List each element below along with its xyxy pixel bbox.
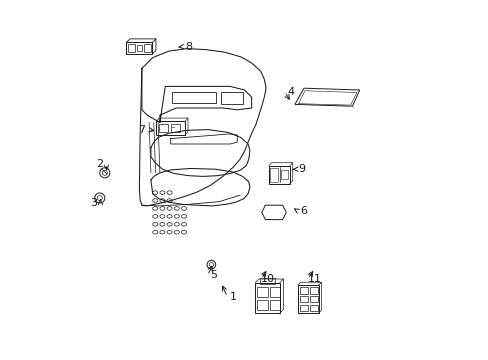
Text: 1: 1 [230,292,237,302]
Bar [281,170,287,179]
Text: 9: 9 [298,164,305,174]
Text: 3: 3 [90,198,97,208]
Bar [269,287,279,297]
Bar [259,278,275,284]
Bar [171,124,180,132]
Bar [126,42,152,54]
Text: 10: 10 [261,274,274,284]
Bar [172,92,215,103]
Bar [221,92,242,104]
Bar [309,287,317,294]
Text: 7: 7 [138,125,145,135]
Bar [309,296,317,302]
Bar [270,168,278,182]
Bar [299,305,307,311]
Text: 5: 5 [210,270,217,280]
Bar [137,45,141,51]
Bar [127,44,135,52]
Text: 2: 2 [96,159,103,169]
Bar [255,283,279,313]
Bar [299,287,307,294]
Text: 11: 11 [307,274,321,284]
Bar [299,296,307,302]
Bar [143,44,151,52]
Text: 6: 6 [300,206,307,216]
Bar [297,285,318,313]
Bar [257,300,267,310]
Bar [257,287,267,297]
Bar [268,166,289,184]
Bar [159,124,168,132]
Bar [156,121,185,135]
Bar [269,300,279,310]
Text: 4: 4 [287,87,294,97]
Text: 8: 8 [185,42,192,52]
Bar [309,305,317,311]
